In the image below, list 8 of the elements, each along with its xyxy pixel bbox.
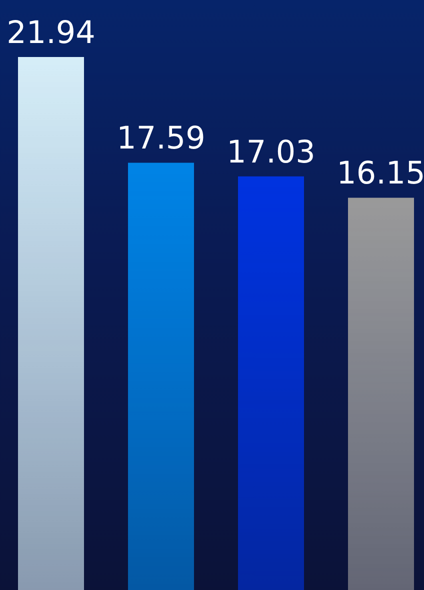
data-label: 21.94 [6,15,96,51]
bar [348,198,414,590]
data-label: 17.59 [116,120,206,157]
data-label: 16.15 [336,156,424,192]
bar [128,162,194,590]
data-label: 17.03 [226,134,316,170]
bar [238,176,304,590]
bar [18,57,84,590]
